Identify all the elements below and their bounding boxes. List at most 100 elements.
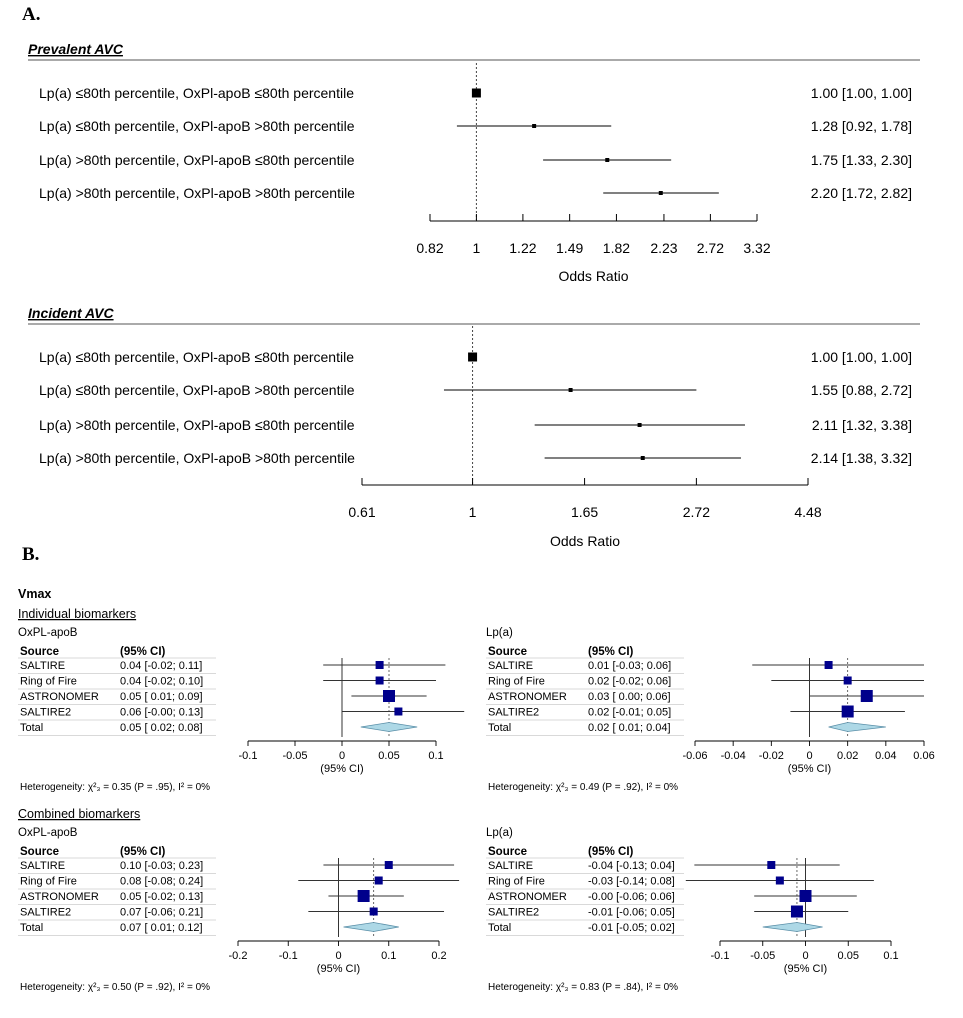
- ci-text: -0.00 [-0.06; 0.06]: [588, 891, 675, 903]
- estimate-marker: [532, 124, 537, 128]
- section-title: Combined biomarkers: [18, 807, 140, 821]
- estimate-marker: [637, 423, 642, 427]
- estimate-marker: [568, 388, 573, 392]
- ci-text: 0.05 [-0.02; 0.13]: [120, 891, 203, 903]
- x-tick-label: -0.2: [229, 950, 248, 962]
- ci-text: 0.06 [-0.00; 0.13]: [120, 707, 203, 719]
- study-marker: [841, 705, 854, 718]
- total-label: Total: [20, 722, 43, 734]
- row-label: Lp(a) >80th percentile, OxPl-apoB >80th …: [39, 450, 355, 466]
- heterogeneity-text: Heterogeneity: χ²₃ = 0.49 (P = .92), I² …: [488, 782, 678, 793]
- row-label: Lp(a) ≤80th percentile, OxPl-apoB >80th …: [39, 382, 355, 398]
- study-marker: [775, 876, 784, 885]
- x-axis-label: Odds Ratio: [558, 268, 628, 284]
- study-marker: [384, 861, 393, 869]
- row-value: 2.11 [1.32, 3.38]: [812, 417, 912, 433]
- ci-text: 0.10 [-0.03; 0.23]: [120, 860, 203, 872]
- row-label: Lp(a) ≤80th percentile, OxPl-apoB ≤80th …: [39, 85, 354, 101]
- x-tick-label: -0.05: [282, 750, 307, 762]
- estimate-marker: [658, 191, 663, 195]
- ci-text: 0.03 [ 0.00; 0.06]: [588, 691, 671, 703]
- total-label: Total: [488, 922, 511, 934]
- x-tick-label: 0.04: [875, 750, 896, 762]
- ci-text: 0.02 [-0.02; 0.06]: [588, 676, 671, 688]
- section-title: Individual biomarkers: [18, 607, 136, 621]
- x-tick-label: -0.04: [721, 750, 746, 762]
- row-label: Lp(a) ≤80th percentile, OxPl-apoB ≤80th …: [39, 349, 354, 365]
- heterogeneity-text: Heterogeneity: χ²₃ = 0.50 (P = .92), I² …: [20, 982, 210, 993]
- panel-a-label: A.: [22, 4, 40, 25]
- source-name: Ring of Fire: [488, 676, 545, 688]
- x-tick-label: -0.02: [759, 750, 784, 762]
- x-tick-label: 2.72: [697, 240, 724, 256]
- x-axis-label: (95% CI): [788, 763, 831, 775]
- source-name: ASTRONOMER: [488, 691, 567, 703]
- estimate-marker: [468, 352, 478, 362]
- section-title: Prevalent AVC: [28, 41, 124, 57]
- x-tick-label: 0: [339, 750, 345, 762]
- ci-text: 0.08 [-0.08; 0.24]: [120, 876, 203, 888]
- panel-b-label: B.: [22, 544, 39, 565]
- source-name: SALTIRE2: [488, 707, 539, 719]
- x-tick-label: 1.22: [509, 240, 536, 256]
- estimate-marker: [640, 456, 645, 460]
- x-tick-label: 0.05: [378, 750, 399, 762]
- x-axis-label: (95% CI): [317, 963, 360, 975]
- x-tick-label: -0.1: [711, 950, 730, 962]
- plot-subtitle: OxPL-apoB: [18, 827, 78, 839]
- x-tick-label: 0.1: [428, 750, 443, 762]
- estimate-marker: [471, 88, 481, 98]
- total-label: Total: [20, 922, 43, 934]
- ci-text: -0.03 [-0.14; 0.08]: [588, 876, 675, 888]
- x-tick-label: 1.65: [571, 504, 598, 520]
- meta-forest-plot: OxPL-apoB Source (95% CI) SALTIRE 0.04 [-0.0…: [18, 627, 465, 793]
- forest-plot-a2: Incident AVC Lp(a) ≤80th percentile, OxPl…: [28, 305, 920, 549]
- row-value: 1.00 [1.00, 1.00]: [811, 349, 912, 365]
- column-header-ci: (95% CI): [120, 846, 166, 858]
- x-tick-label: 4.48: [794, 504, 821, 520]
- x-tick-label: -0.1: [239, 750, 258, 762]
- study-marker: [843, 676, 852, 685]
- heterogeneity-text: Heterogeneity: χ²₃ = 0.83 (P = .84), I² …: [488, 982, 678, 993]
- row-value: 1.55 [0.88, 2.72]: [811, 382, 912, 398]
- study-marker: [394, 707, 403, 716]
- study-marker: [790, 905, 803, 918]
- study-marker: [824, 661, 833, 669]
- source-name: SALTIRE: [488, 660, 533, 672]
- total-ci-text: -0.01 [-0.05; 0.02]: [588, 922, 675, 934]
- source-name: SALTIRE2: [20, 907, 71, 919]
- x-tick-label: 2.23: [650, 240, 677, 256]
- plot-subtitle: Lp(a): [486, 827, 513, 839]
- source-name: SALTIRE2: [488, 907, 539, 919]
- vmax-heading: Vmax: [18, 587, 51, 601]
- source-name: Ring of Fire: [20, 876, 77, 888]
- source-name: SALTIRE: [488, 860, 533, 872]
- source-name: SALTIRE: [20, 660, 65, 672]
- x-tick-label: 2.72: [683, 504, 710, 520]
- x-tick-label: 0.1: [883, 950, 898, 962]
- x-tick-label: 0.2: [431, 950, 446, 962]
- row-value: 1.28 [0.92, 1.78]: [811, 118, 912, 134]
- source-name: SALTIRE2: [20, 707, 71, 719]
- ci-text: 0.04 [-0.02; 0.11]: [120, 660, 202, 672]
- x-tick-label: -0.1: [279, 950, 298, 962]
- ci-text: -0.04 [-0.13; 0.04]: [588, 860, 675, 872]
- study-marker: [369, 907, 378, 916]
- total-label: Total: [488, 722, 511, 734]
- ci-text: -0.01 [-0.06; 0.05]: [588, 907, 675, 919]
- source-name: ASTRONOMER: [20, 691, 99, 703]
- meta-forest-plot: Lp(a) Source (95% CI) SALTIRE 0.01 [-0.03; 0…: [486, 627, 935, 793]
- column-header-source: Source: [488, 646, 527, 658]
- total-ci-text: 0.02 [ 0.01; 0.04]: [588, 722, 671, 734]
- pooled-diamond: [360, 722, 418, 732]
- x-tick-label: -0.05: [750, 950, 775, 962]
- row-label: Lp(a) >80th percentile, OxPl-apoB ≤80th …: [39, 152, 355, 168]
- column-header-ci: (95% CI): [588, 646, 634, 658]
- source-name: ASTRONOMER: [488, 891, 567, 903]
- ci-text: 0.01 [-0.03; 0.06]: [588, 660, 671, 672]
- estimate-marker: [605, 158, 610, 162]
- row-label: Lp(a) >80th percentile, OxPl-apoB ≤80th …: [39, 417, 355, 433]
- ci-text: 0.07 [-0.06; 0.21]: [120, 907, 203, 919]
- meta-forest-plot: Lp(a) Source (95% CI) SALTIRE -0.04 [-0.13; …: [486, 827, 899, 993]
